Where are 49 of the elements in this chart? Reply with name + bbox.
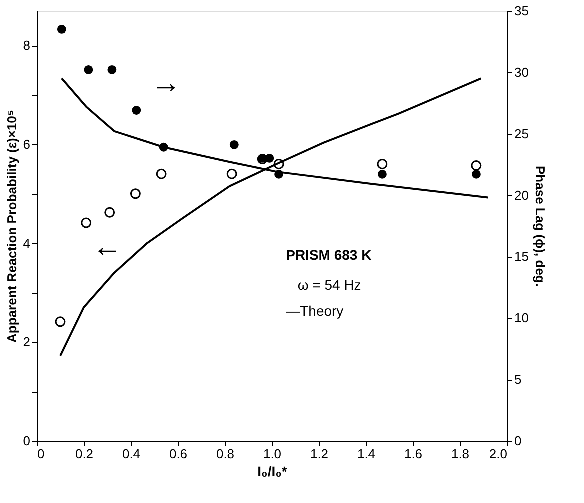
- annotation: ←: [92, 230, 122, 264]
- y-tick-label: 4: [23, 236, 30, 251]
- y-tick-label: 2: [23, 334, 30, 350]
- x-tick-label: 1.6: [404, 446, 423, 462]
- point: [274, 159, 284, 170]
- y2-tick-label: 5: [514, 372, 522, 388]
- point: [81, 218, 92, 228]
- x-tick-label: 2.0: [489, 446, 508, 462]
- y2-tick-label: 20: [514, 188, 529, 203]
- point: [378, 170, 387, 179]
- y2-tick-label: 15: [514, 249, 529, 264]
- point: [226, 168, 238, 180]
- point: [130, 188, 141, 200]
- x-tick-label: 0: [38, 446, 45, 462]
- y2-tick-label: 30: [514, 64, 529, 80]
- point: [132, 106, 142, 115]
- annotation: PRISM 683 K: [286, 247, 372, 264]
- point: [104, 207, 116, 218]
- point: [156, 168, 167, 180]
- x-axis-title: I₀/I₀*: [258, 464, 288, 480]
- point: [377, 159, 388, 170]
- point: [57, 24, 66, 34]
- x-tick-label: 0.2: [75, 446, 94, 462]
- point: [472, 170, 481, 179]
- y-tick-label: 0: [23, 434, 30, 448]
- annotation: →: [151, 67, 182, 100]
- x-tick-label: 1.2: [310, 446, 329, 462]
- y2-axis-title: Phase Lag (ϕ), deg.: [532, 166, 548, 287]
- x-tick-label: 0.8: [216, 446, 235, 462]
- y2-tick-label: 35: [514, 4, 529, 18]
- point: [230, 140, 239, 150]
- point: [265, 154, 274, 163]
- y2-tick-label: 0: [514, 434, 522, 448]
- x-tick-label: 1.0: [263, 446, 282, 462]
- y2-tick-label: 25: [514, 126, 529, 142]
- y-axis-title: Apparent Reaction Probability (ε)×10⁵: [4, 110, 20, 343]
- y-tick-label: 8: [23, 38, 30, 54]
- x-tick-label: 0.6: [169, 446, 188, 462]
- y2-tick-label: 10: [514, 310, 529, 326]
- x-tick-label: 0.4: [122, 446, 141, 462]
- point: [108, 66, 117, 74]
- y-tick-label: 6: [23, 136, 30, 152]
- point: [471, 160, 482, 171]
- point: [84, 66, 94, 74]
- annotation: ω = 54 Hz: [298, 277, 362, 294]
- point: [55, 316, 66, 328]
- annotation: —Theory: [286, 303, 344, 319]
- x-tick-label: 1.4: [357, 446, 376, 462]
- x-tick-label: 1.8: [451, 446, 470, 462]
